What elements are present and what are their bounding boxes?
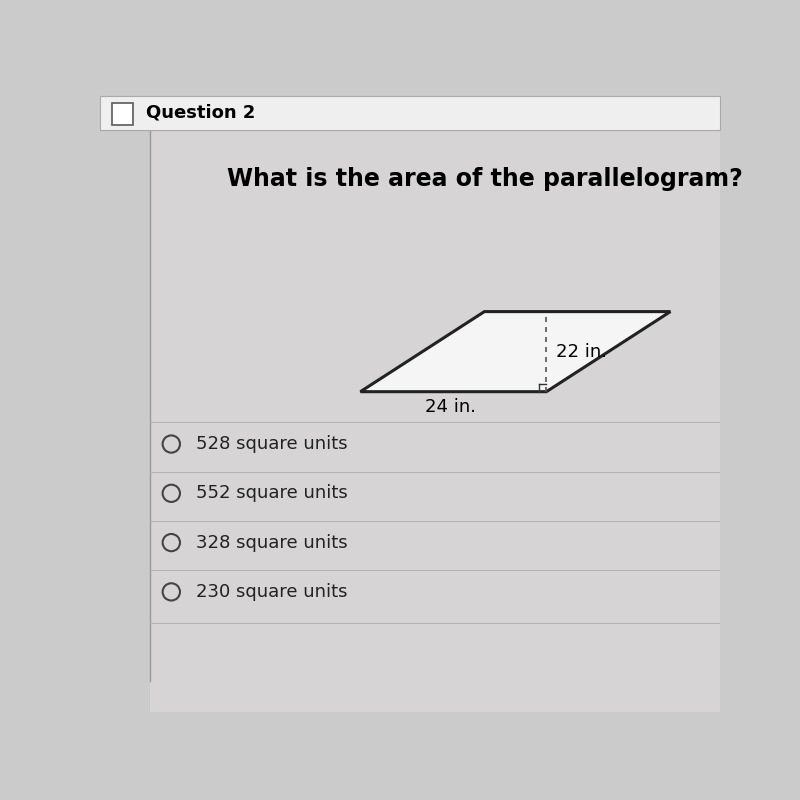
FancyBboxPatch shape [100,96,720,130]
Text: What is the area of the parallelogram?: What is the area of the parallelogram? [226,167,742,191]
Text: 230 square units: 230 square units [196,583,348,601]
Text: Question 2: Question 2 [146,104,256,122]
Text: 528 square units: 528 square units [196,435,348,453]
Text: 328 square units: 328 square units [196,534,348,552]
FancyBboxPatch shape [112,103,133,125]
Text: 552 square units: 552 square units [196,484,348,502]
Text: 24 in.: 24 in. [425,398,476,416]
FancyBboxPatch shape [150,130,720,712]
Text: 22 in.: 22 in. [556,342,606,361]
Polygon shape [360,311,670,392]
